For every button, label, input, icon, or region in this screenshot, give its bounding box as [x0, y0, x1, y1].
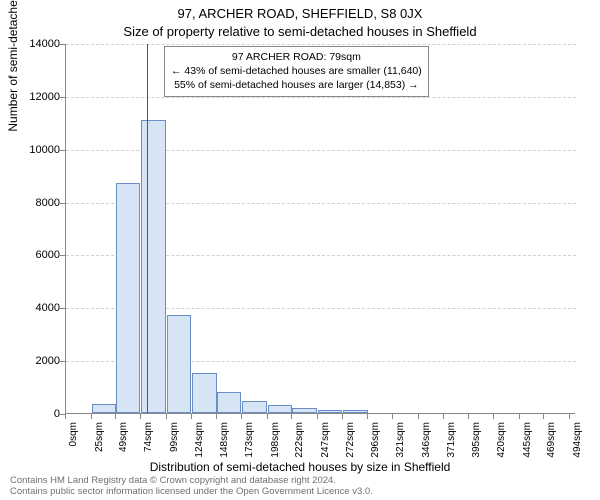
x-tick-label: 395sqm	[471, 422, 482, 472]
x-tick-label: 0sqm	[68, 422, 79, 472]
x-tick-mark	[367, 414, 368, 419]
footer-line-2: Contains public sector information licen…	[10, 487, 373, 498]
chart-title-main: 97, ARCHER ROAD, SHEFFIELD, S8 0JX	[0, 6, 600, 21]
reference-line	[147, 44, 148, 413]
x-tick-mark	[443, 414, 444, 419]
x-tick-mark	[392, 414, 393, 419]
x-tick-label: 222sqm	[294, 422, 305, 472]
y-tick-mark	[60, 97, 65, 98]
x-tick-mark	[166, 414, 167, 419]
x-tick-label: 173sqm	[244, 422, 255, 472]
annotation-line: 55% of semi-detached houses are larger (…	[171, 78, 422, 92]
x-tick-label: 124sqm	[194, 422, 205, 472]
x-tick-mark	[418, 414, 419, 419]
x-tick-mark	[493, 414, 494, 419]
x-tick-mark	[317, 414, 318, 419]
x-tick-label: 420sqm	[496, 422, 507, 472]
annotation-line: ← 43% of semi-detached houses are smalle…	[171, 64, 422, 78]
y-tick-label: 8000	[10, 197, 60, 209]
x-tick-mark	[140, 414, 141, 419]
x-tick-mark	[267, 414, 268, 419]
y-tick-mark	[60, 255, 65, 256]
y-tick-label: 0	[10, 408, 60, 420]
plot-area: 97 ARCHER ROAD: 79sqm← 43% of semi-detac…	[65, 44, 575, 414]
x-tick-label: 494sqm	[572, 422, 583, 472]
histogram-bar	[116, 183, 141, 413]
x-tick-mark	[519, 414, 520, 419]
x-tick-label: 25sqm	[94, 422, 105, 472]
histogram-bar	[141, 120, 166, 413]
x-tick-label: 371sqm	[446, 422, 457, 472]
x-tick-label: 148sqm	[219, 422, 230, 472]
histogram-bar	[217, 392, 242, 413]
x-tick-mark	[543, 414, 544, 419]
y-tick-label: 12000	[10, 91, 60, 103]
x-tick-label: 346sqm	[421, 422, 432, 472]
y-tick-label: 6000	[10, 249, 60, 261]
x-tick-label: 49sqm	[118, 422, 129, 472]
y-tick-label: 4000	[10, 302, 60, 314]
x-tick-label: 445sqm	[522, 422, 533, 472]
y-tick-mark	[60, 361, 65, 362]
x-tick-mark	[468, 414, 469, 419]
histogram-bar	[292, 408, 317, 413]
x-tick-label: 272sqm	[345, 422, 356, 472]
chart-title-sub: Size of property relative to semi-detach…	[0, 24, 600, 39]
x-tick-label: 321sqm	[395, 422, 406, 472]
x-tick-mark	[342, 414, 343, 419]
x-tick-mark	[65, 414, 66, 419]
y-axis-label: Number of semi-detached properties	[6, 0, 20, 132]
histogram-bar	[318, 410, 343, 413]
footer-attribution: Contains HM Land Registry data © Crown c…	[10, 476, 373, 498]
x-tick-label: 296sqm	[370, 422, 381, 472]
histogram-bar	[268, 405, 293, 413]
y-tick-mark	[60, 308, 65, 309]
y-tick-label: 2000	[10, 355, 60, 367]
histogram-bar	[92, 404, 117, 413]
histogram-bar	[242, 401, 267, 413]
annotation-box: 97 ARCHER ROAD: 79sqm← 43% of semi-detac…	[164, 46, 429, 97]
x-tick-mark	[569, 414, 570, 419]
y-tick-mark	[60, 44, 65, 45]
histogram-bar	[343, 410, 368, 413]
grid-line	[66, 44, 576, 45]
x-tick-label: 99sqm	[169, 422, 180, 472]
annotation-line: 97 ARCHER ROAD: 79sqm	[171, 50, 422, 64]
x-tick-mark	[216, 414, 217, 419]
y-tick-mark	[60, 203, 65, 204]
x-tick-label: 469sqm	[546, 422, 557, 472]
x-tick-mark	[91, 414, 92, 419]
histogram-bar	[167, 315, 192, 413]
x-tick-label: 74sqm	[143, 422, 154, 472]
x-tick-mark	[191, 414, 192, 419]
x-tick-label: 198sqm	[270, 422, 281, 472]
y-tick-label: 10000	[10, 144, 60, 156]
x-tick-label: 247sqm	[320, 422, 331, 472]
x-tick-mark	[241, 414, 242, 419]
grid-line	[66, 97, 576, 98]
x-tick-mark	[291, 414, 292, 419]
histogram-bar	[192, 373, 217, 413]
x-tick-mark	[115, 414, 116, 419]
y-tick-mark	[60, 150, 65, 151]
y-tick-label: 14000	[10, 38, 60, 50]
